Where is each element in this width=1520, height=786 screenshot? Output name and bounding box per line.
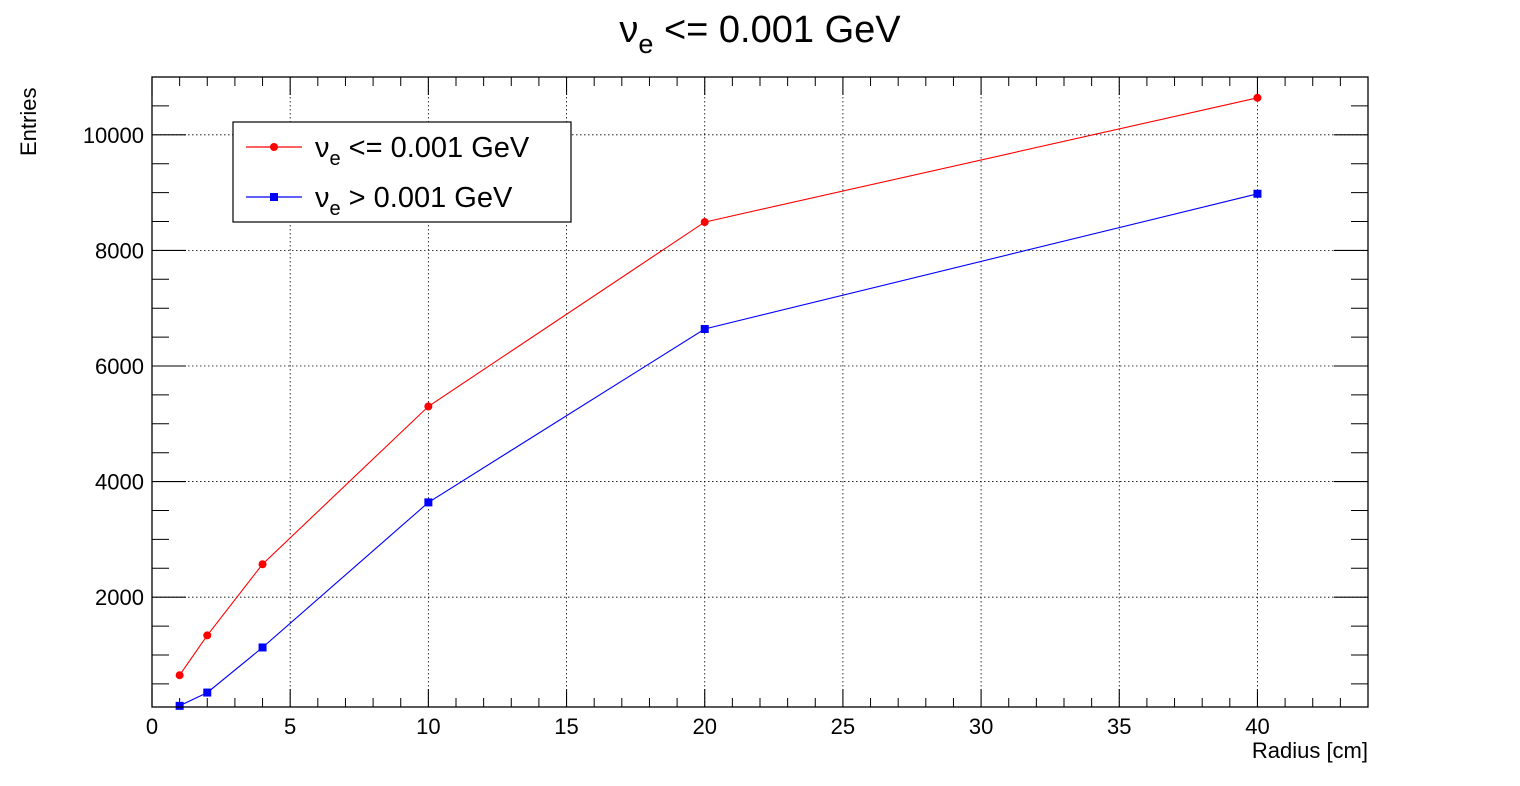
y-tick-label-2: 6000: [95, 354, 144, 379]
x-tick-label-7: 35: [1107, 714, 1131, 739]
chart-title-rest: <= 0.001 GeV: [653, 9, 901, 51]
legend-marker-series-1: [270, 143, 278, 151]
chart-title-symbol: ν: [619, 9, 638, 51]
series-1-point-2: [258, 560, 267, 569]
x-tick-label-6: 30: [969, 714, 993, 739]
series-group: [175, 93, 1262, 710]
x-axis-label: Radius [cm]: [1252, 738, 1368, 763]
y-axis-label: Entries: [16, 88, 41, 156]
plot-frame: [151, 76, 1369, 708]
series-2-point-2: [258, 643, 267, 652]
y-tick-label-0: 2000: [95, 585, 144, 610]
series-1-point-1: [203, 631, 212, 640]
legend-label-series-1-subscript: e: [330, 148, 341, 170]
series-2-point-3: [424, 498, 433, 507]
legend-label-series-2-subscript: e: [330, 198, 341, 220]
legend-marker-series-2: [270, 193, 278, 201]
y-tick-label-3: 8000: [95, 238, 144, 263]
x-tick-label-8: 40: [1245, 714, 1269, 739]
x-tick-label-3: 15: [554, 714, 578, 739]
chart-title-subscript: e: [638, 29, 653, 59]
chart-title: νe <= 0.001 GeV: [619, 9, 901, 59]
axis-ticks: 0 5 10 15 20 25 30 35 40 2000 4000 6000 8000 10000: [83, 76, 1369, 739]
legend: νe <= 0.001 GeV νe > 0.001 GeV: [232, 121, 572, 223]
series-1-point-4: [700, 218, 709, 227]
grid: [152, 77, 1368, 707]
x-tick-label-2: 10: [416, 714, 440, 739]
legend-label-series-1-symbol: ν: [315, 132, 330, 164]
series-2-point-5: [1253, 189, 1262, 198]
legend-label-series-2: νe > 0.001 GeV: [315, 182, 513, 220]
series-2-point-1: [203, 688, 212, 697]
series-1-point-5: [1253, 93, 1262, 102]
series-1-point-3: [424, 402, 433, 411]
x-tick-label-0: 0: [146, 714, 158, 739]
legend-label-series-2-rest: > 0.001 GeV: [341, 182, 513, 214]
series-2-point-4: [700, 325, 709, 333]
series-1-line: [179, 97, 1258, 676]
series-2-line: [179, 193, 1258, 707]
legend-label-series-1-rest: <= 0.001 GeV: [341, 132, 530, 164]
legend-label-series-1: νe <= 0.001 GeV: [315, 132, 530, 170]
legend-box: [232, 121, 572, 223]
y-tick-label-1: 4000: [95, 470, 144, 495]
series-2-point-0: [175, 701, 184, 710]
x-tick-label-5: 25: [831, 714, 855, 739]
y-tick-label-4: 10000: [83, 123, 144, 148]
x-tick-label-1: 5: [284, 714, 296, 739]
x-tick-label-4: 20: [692, 714, 716, 739]
series-1-point-0: [175, 671, 184, 680]
legend-label-series-2-symbol: ν: [315, 182, 330, 214]
